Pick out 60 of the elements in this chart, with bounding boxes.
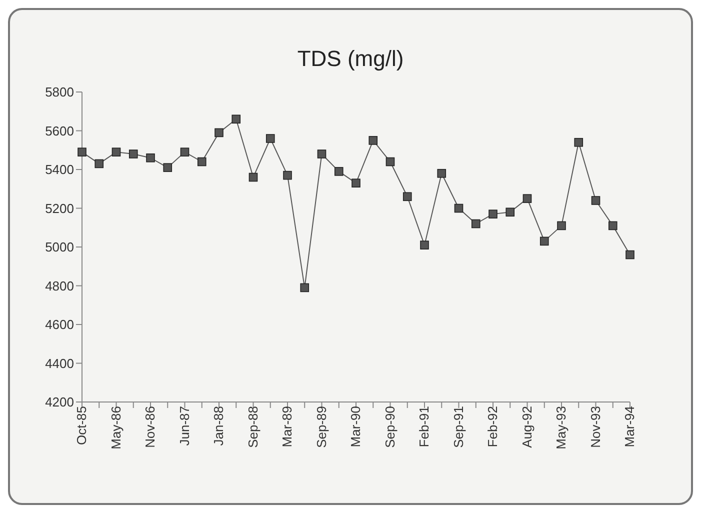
x-tick-label: Sep-90 (382, 406, 398, 448)
y-tick-label: 5800 (45, 84, 74, 100)
y-tick-label: 5200 (45, 200, 74, 216)
point (626, 250, 634, 260)
point (522, 194, 532, 203)
point (300, 283, 310, 292)
y-tick-label: 4600 (45, 317, 74, 332)
point (557, 221, 566, 230)
x-tick-label: Jun-87 (176, 406, 192, 446)
point (437, 168, 446, 178)
y-tick-label: 4400 (45, 356, 74, 371)
point (574, 138, 584, 147)
y-tick-label: 5400 (45, 162, 74, 178)
y-tick-label: 5600 (45, 123, 74, 138)
point (180, 148, 190, 156)
point (317, 150, 326, 158)
point (352, 178, 360, 188)
x-tick-label: Nov-86 (142, 406, 158, 448)
point (146, 153, 155, 162)
x-tick-label: Sep-91 (450, 406, 466, 448)
x-tick-label: Mar-90 (348, 406, 364, 448)
point (540, 236, 549, 246)
x-tick-label: May-93 (554, 406, 569, 450)
point (197, 157, 206, 166)
point (368, 136, 378, 145)
y-tick-label: 4800 (45, 278, 74, 294)
point (163, 163, 172, 172)
point (488, 210, 498, 218)
point (506, 208, 515, 217)
point (214, 128, 224, 138)
point (112, 148, 121, 156)
point (454, 204, 464, 213)
x-tick-label: Mar-94 (622, 406, 638, 448)
point (471, 219, 480, 228)
point (248, 172, 258, 182)
point (232, 114, 241, 124)
x-tick-label: May-86 (108, 406, 124, 450)
point (94, 159, 104, 168)
x-tick-label: Sep-89 (314, 406, 329, 448)
x-tick-label: Jan-88 (211, 406, 226, 446)
x-tick-label: Mar-89 (280, 406, 295, 448)
chart-title: TDS (mg/l) (296, 46, 405, 72)
x-tick-label: Feb-91 (416, 406, 432, 448)
point (386, 157, 395, 166)
point (283, 170, 292, 180)
point (402, 192, 412, 202)
point (608, 221, 618, 230)
point (266, 134, 275, 143)
y-tick-label: 4200 (45, 394, 74, 410)
point (78, 148, 86, 156)
x-tick-label: Sep-88 (245, 406, 260, 448)
x-tick-label: Feb-92 (485, 406, 500, 448)
point (128, 150, 138, 158)
x-tick-label: Aug-92 (519, 406, 534, 448)
x-tick-label: Nov-93 (588, 406, 603, 448)
point (334, 167, 344, 176)
point (420, 240, 429, 250)
y-tick-label: 5000 (45, 240, 74, 255)
point (591, 196, 600, 205)
x-tick-label: Oct-85 (74, 406, 90, 446)
